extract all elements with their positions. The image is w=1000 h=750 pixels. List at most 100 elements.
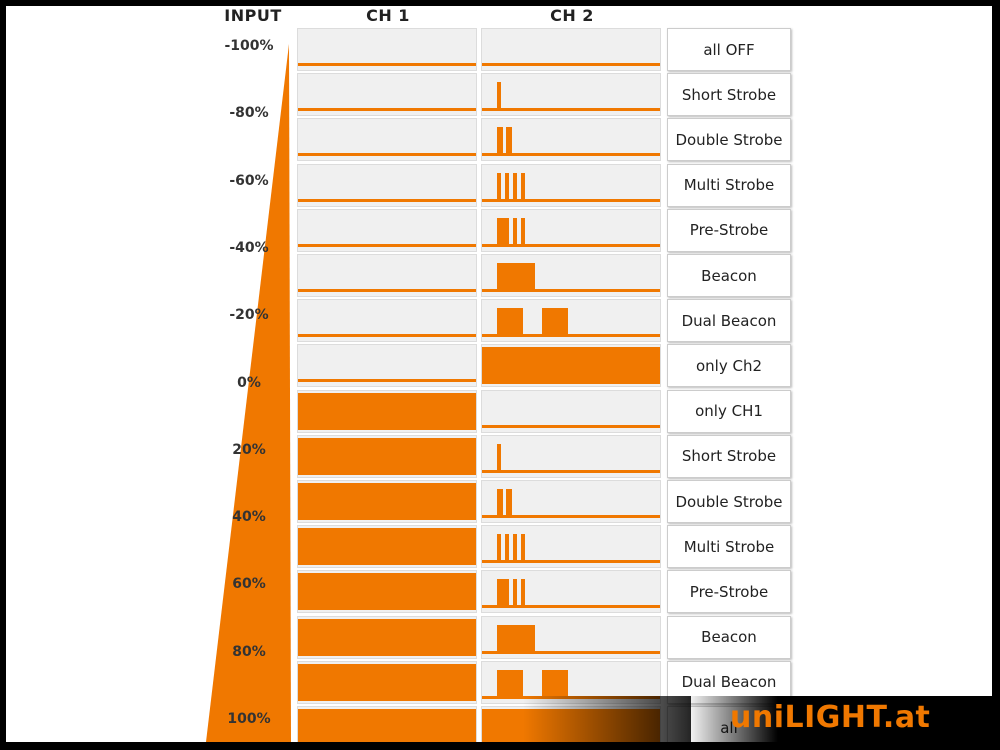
ch1-cell: [297, 570, 477, 614]
ch1-cell: [297, 525, 477, 569]
mode-row: Double Strobe: [6, 480, 992, 525]
ch2-waveform: [482, 424, 660, 428]
ch1-waveform: [298, 334, 476, 338]
ch1-cell: [297, 615, 477, 659]
ch2-waveform: [482, 347, 660, 385]
waveform-baseline: [482, 153, 660, 157]
input-percent-label: 100%: [227, 711, 271, 727]
ch2-waveform: [482, 489, 660, 518]
mode-row: Pre-Strobe: [6, 570, 992, 615]
ch2-cell: [481, 254, 661, 297]
brand-logo-text: uniLIGHT.at: [730, 700, 931, 735]
waveform-baseline: [482, 650, 660, 654]
mode-row: only CH1: [6, 389, 992, 435]
waveform-baseline: [482, 560, 660, 564]
ch2-cell: [481, 73, 661, 117]
ch1-waveform: [298, 483, 476, 520]
waveform-pulse: [497, 579, 509, 609]
ch1-waveform: [298, 243, 476, 247]
waveform-pulse: [505, 172, 509, 202]
ch1-cell: [297, 660, 477, 704]
waveform-baseline: [298, 153, 476, 157]
ch1-cell: [297, 706, 477, 742]
mode-label: only CH1: [667, 389, 791, 433]
waveform-pulse: [298, 618, 476, 656]
input-percent-label: 20%: [232, 441, 266, 458]
ch1-waveform: [298, 528, 476, 566]
waveform-pulse: [521, 217, 525, 247]
ch1-cell: [297, 434, 477, 478]
ch2-waveform: [482, 217, 660, 247]
header-input: INPUT: [224, 6, 282, 25]
ch2-waveform: [482, 534, 660, 564]
waveform-pulse: [497, 127, 503, 157]
waveform-baseline: [482, 289, 660, 292]
ch2-cell: [481, 615, 661, 659]
waveform-pulse: [513, 217, 517, 247]
ch2-waveform: [482, 127, 660, 157]
ch2-waveform: [482, 308, 660, 338]
mode-row: Double Strobe: [6, 118, 992, 163]
input-percent-label: 40%: [232, 509, 266, 526]
ch2-cell: [481, 434, 661, 478]
mode-label: Double Strobe: [667, 118, 791, 162]
input-percent-label: 60%: [232, 576, 266, 593]
waveform-baseline: [482, 334, 660, 338]
ch2-cell: [481, 570, 661, 614]
mode-row: Multi Strobe: [6, 163, 992, 209]
mode-label: Double Strobe: [667, 480, 791, 523]
logo-banner: [686, 696, 992, 742]
waveform-baseline: [482, 108, 660, 112]
ch1-cell: [297, 208, 477, 252]
input-percent-label: 0%: [237, 374, 261, 391]
waveform-baseline: [482, 469, 660, 473]
input-percent-label: -60%: [229, 172, 269, 189]
mode-label: Multi Strobe: [667, 163, 791, 207]
waveform-pulse: [497, 308, 523, 338]
ch2-waveform: [482, 172, 660, 202]
waveform-baseline: [298, 198, 476, 202]
input-ramp: [206, 44, 291, 742]
mode-label: Dual Beacon: [667, 299, 791, 343]
input-percent-label: -40%: [229, 239, 269, 256]
waveform-pulse: [298, 573, 476, 611]
waveform-pulse: [506, 489, 512, 518]
mode-row: Pre-Strobe: [6, 208, 992, 254]
waveform-baseline: [298, 334, 476, 338]
mode-label: Beacon: [667, 254, 791, 297]
mode-label: Short Strobe: [667, 73, 791, 117]
ch2-cell: [481, 480, 661, 523]
ch1-waveform: [298, 289, 476, 292]
input-percent-label: 80%: [232, 643, 266, 660]
waveform-pulse: [298, 663, 476, 701]
mode-label: Beacon: [667, 615, 791, 659]
waveform-pulse: [513, 579, 517, 609]
waveform-baseline: [298, 289, 476, 292]
waveform-pulse: [497, 172, 501, 202]
waveform-baseline: [482, 243, 660, 247]
waveform-baseline: [482, 63, 660, 66]
ch1-cell: [297, 299, 477, 343]
ch2-cell: [481, 299, 661, 343]
ch1-waveform: [298, 379, 476, 383]
waveform-pulse: [506, 127, 512, 157]
waveform-pulse: [298, 437, 476, 475]
ch2-waveform: [482, 624, 660, 654]
ch2-waveform: [482, 82, 660, 112]
waveform-baseline: [482, 198, 660, 202]
input-percent-label: -20%: [229, 307, 269, 324]
waveform-pulse: [497, 82, 501, 112]
waveform-pulse: [298, 483, 476, 520]
ch1-cell: [297, 163, 477, 207]
ch2-waveform: [482, 63, 660, 66]
waveform-pulse: [497, 534, 501, 564]
mode-label: Pre-Strobe: [667, 208, 791, 252]
waveform-pulse: [497, 669, 523, 699]
logo-fade: [481, 696, 691, 742]
ch2-cell: [481, 344, 661, 388]
mode-row: Beacon: [6, 615, 992, 661]
waveform-pulse: [497, 217, 509, 247]
ch1-waveform: [298, 663, 476, 701]
mode-label: all OFF: [667, 28, 791, 71]
waveform-baseline: [298, 63, 476, 66]
